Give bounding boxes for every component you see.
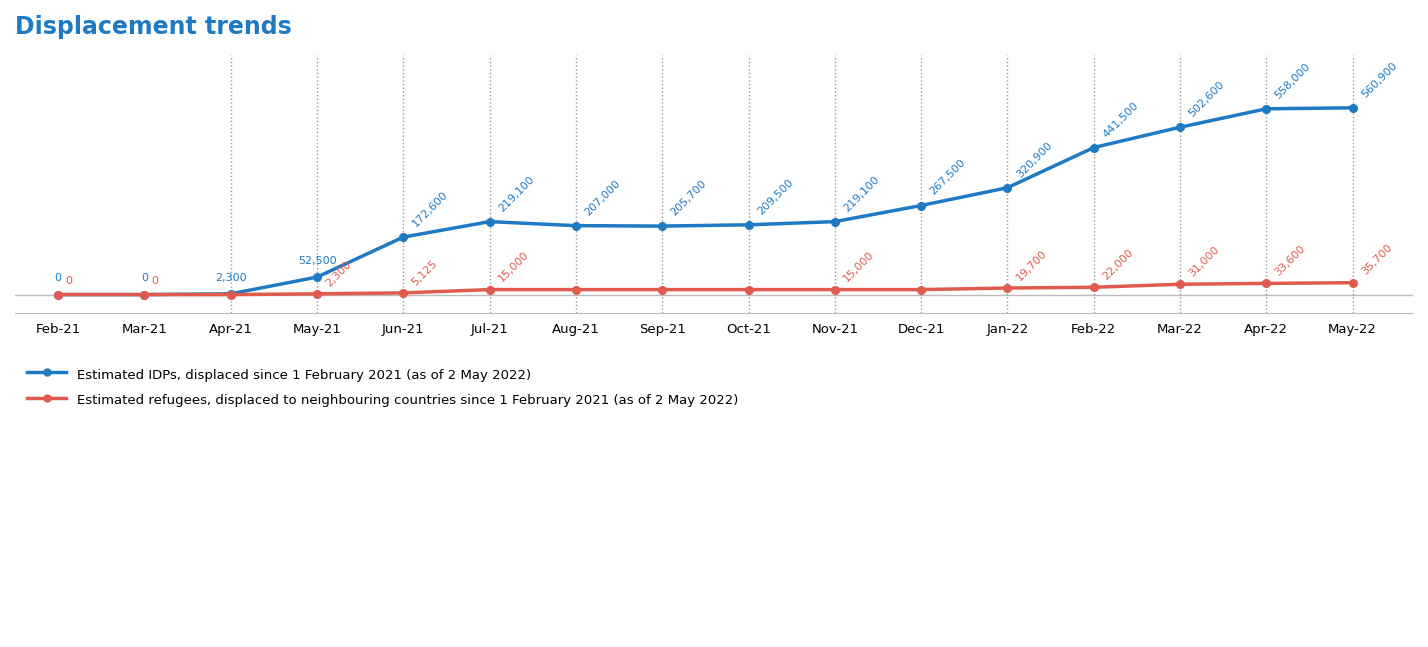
Text: 560,900: 560,900 [1359, 60, 1399, 100]
Text: 19,700: 19,700 [1014, 248, 1048, 283]
Text: 267,500: 267,500 [928, 158, 968, 197]
Legend: Estimated IDPs, displaced since 1 February 2021 (as of 2 May 2022), Estimated re: Estimated IDPs, displaced since 1 Februa… [21, 360, 744, 415]
Text: 172,600: 172,600 [410, 190, 450, 229]
Text: 209,500: 209,500 [755, 177, 795, 217]
Text: 219,100: 219,100 [497, 174, 536, 214]
Text: 15,000: 15,000 [497, 250, 531, 284]
Text: 0: 0 [54, 274, 61, 283]
Text: 15,000: 15,000 [841, 250, 875, 284]
Text: 205,700: 205,700 [670, 179, 708, 218]
Text: 207,000: 207,000 [583, 178, 623, 217]
Text: 22,000: 22,000 [1101, 247, 1135, 281]
Text: 320,900: 320,900 [1014, 140, 1054, 179]
Text: 5,125: 5,125 [410, 258, 440, 287]
Text: 0: 0 [141, 274, 149, 283]
Text: 0: 0 [66, 276, 71, 286]
Text: 0: 0 [151, 276, 159, 286]
Text: 31,000: 31,000 [1187, 245, 1221, 279]
Text: 2,300: 2,300 [324, 259, 353, 289]
Text: 558,000: 558,000 [1274, 61, 1312, 100]
Text: 502,600: 502,600 [1187, 80, 1227, 119]
Text: 33,600: 33,600 [1274, 243, 1308, 278]
Text: Displacement trends: Displacement trends [16, 15, 291, 39]
Text: 52,500: 52,500 [297, 256, 337, 266]
Text: 35,700: 35,700 [1359, 243, 1394, 277]
Text: 441,500: 441,500 [1101, 100, 1140, 139]
Text: 2,300: 2,300 [216, 272, 247, 283]
Text: 219,100: 219,100 [841, 174, 881, 214]
